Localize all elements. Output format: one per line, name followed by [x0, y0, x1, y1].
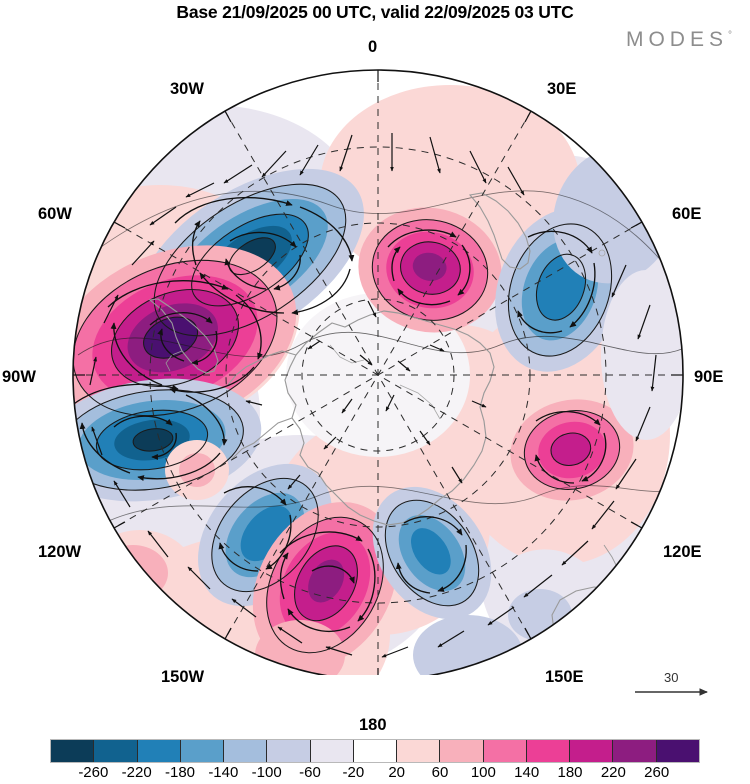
- magenta-anomaly-west: [73, 245, 297, 431]
- colorbar-tick--60: -60: [299, 764, 321, 781]
- colorbar-swatch-7: [353, 740, 398, 762]
- lon-label-120E: 120E: [663, 543, 702, 561]
- reference-vector-arrow: [635, 688, 708, 696]
- colorbar-swatch-12: [570, 740, 614, 762]
- colorbar-tick-180: 180: [557, 764, 583, 781]
- colorbar-swatch-3: [180, 740, 225, 762]
- colorbar-swatch-6: [310, 740, 354, 762]
- colorbar-swatch-4: [224, 740, 268, 762]
- lon-label-90E: 90E: [694, 368, 724, 386]
- colorbar-tick--220: -220: [121, 764, 152, 781]
- colorbar-tick-20: 20: [388, 764, 405, 781]
- colorbar-swatch-10: [483, 740, 527, 762]
- lon-label-180: 180: [359, 716, 387, 734]
- polar-stereographic-map: 0 30E 60E 90E 120E 150E 180 150W 120W 90…: [0, 38, 750, 734]
- colorbar-tick-60: 60: [431, 764, 449, 781]
- colorbar-swatch-8: [397, 740, 441, 762]
- colorbar-tick--20: -20: [342, 764, 365, 781]
- graticule: [73, 70, 683, 675]
- registered-mark: °: [728, 30, 732, 41]
- colorbar-swatch-9: [440, 740, 484, 762]
- colorbar-tick--100: -100: [251, 764, 282, 781]
- colorbar-swatch-14: [656, 740, 699, 762]
- colorbar-tick--140: -140: [208, 764, 239, 781]
- rim-ticks: [73, 70, 683, 675]
- colorbar-swatch-2: [137, 740, 181, 762]
- lon-label-90W: 90W: [2, 368, 36, 386]
- lon-label-60E: 60E: [672, 205, 702, 223]
- page-title: Base 21/09/2025 00 UTC, valid 22/09/2025…: [176, 2, 574, 22]
- colorbar: [50, 739, 700, 763]
- map-canvas: [72, 69, 684, 675]
- wind-vector-field: [73, 133, 657, 658]
- reference-vector: 30: [632, 670, 732, 712]
- lon-label-150E: 150E: [545, 668, 584, 686]
- lon-label-0: 0: [368, 38, 378, 56]
- colorbar-swatch-5: [267, 740, 311, 762]
- colorbar-tick-labels: -260 -220 -180 -140 -100 -60 -20 20 60 100 140 180 2…: [50, 764, 700, 784]
- reference-vector-label: 30: [664, 670, 679, 685]
- lon-label-30E: 30E: [547, 80, 577, 98]
- colorbar-tick-260: 260: [644, 764, 670, 781]
- lon-label-150W: 150W: [161, 668, 205, 686]
- lon-label-120W: 120W: [38, 543, 82, 561]
- colorbar-swatch-0: [51, 740, 95, 762]
- colorbar-swatch-11: [526, 740, 571, 762]
- colorbar-tick-100: 100: [470, 764, 496, 781]
- colorbar-tick-140: 140: [514, 764, 540, 781]
- magenta-anomaly-90e: [510, 399, 634, 501]
- colorbar-tick--260: -260: [78, 764, 109, 781]
- lon-label-30W: 30W: [170, 80, 204, 98]
- modes-logo: MODES°: [626, 28, 732, 52]
- colorbar-swatch-13: [613, 740, 657, 762]
- colorbar-tick-220: 220: [600, 764, 626, 781]
- colorbar-tick--180: -180: [164, 764, 196, 781]
- contour-lines: [73, 183, 683, 654]
- lon-label-60W: 60W: [38, 205, 72, 223]
- colorbar-swatch-1: [94, 740, 138, 762]
- modes-logo-text: MODES: [625, 28, 728, 51]
